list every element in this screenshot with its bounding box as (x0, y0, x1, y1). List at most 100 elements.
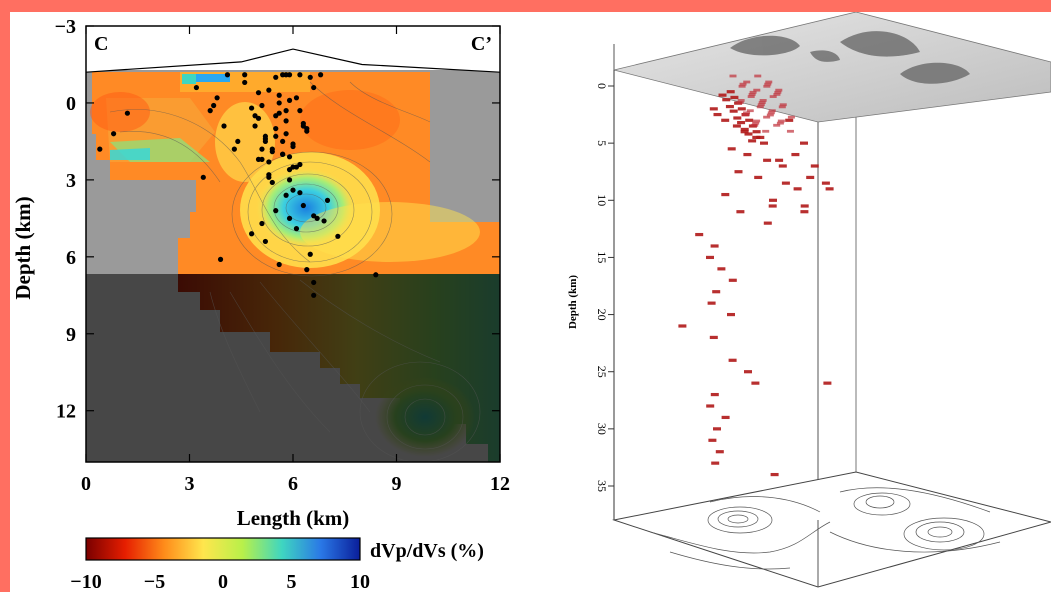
earthquake-point (207, 108, 213, 114)
earthquake-marker (791, 152, 800, 157)
earthquake-point (235, 138, 241, 145)
earthquake-marker (763, 158, 772, 162)
earthquake-point (252, 123, 258, 129)
earthquake-marker (825, 187, 834, 191)
earthquake-marker (728, 278, 737, 282)
contour-lines (109, 81, 481, 462)
earthquake-point (242, 79, 248, 86)
earthquake-marker-cluster (743, 111, 751, 115)
earthquake-marker-cluster (773, 123, 781, 127)
earthquake-marker (713, 112, 722, 117)
earthquake-marker (706, 404, 715, 408)
depth-tick-label: 35 (595, 480, 609, 492)
earthquake-point (280, 151, 286, 157)
earthquake-marker (712, 290, 721, 294)
earthquake-point (286, 72, 293, 78)
earthquake-point (276, 100, 282, 106)
earthquake-marker-cluster (729, 74, 737, 78)
earthquake-marker (721, 118, 730, 122)
earthquake-marker (740, 127, 749, 132)
earthquake-point (111, 131, 117, 137)
earthquake-marker (760, 141, 768, 145)
depth-tick-label: 25 (595, 366, 609, 378)
earthquake-point (335, 233, 341, 239)
colorbar: dVp/dVs (%) −10 −5 0 5 10 (70, 537, 484, 592)
y-tick-label: 0 (66, 93, 76, 115)
section-start-label: C (94, 33, 108, 55)
earthquake-marker-cluster (742, 113, 750, 117)
earthquake-marker-cluster (786, 129, 794, 133)
earthquake-marker (728, 358, 737, 362)
earthquake-marker (706, 255, 714, 260)
earthquake-point (311, 84, 317, 91)
earthquake-marker-cluster (736, 101, 744, 104)
y-tick-label: −3 (55, 16, 76, 38)
earthquake-point (255, 90, 262, 96)
earthquake-point (273, 125, 279, 132)
earthquake-point (297, 161, 303, 168)
y-tick-label: 12 (56, 401, 76, 423)
earthquake-marker-cluster (753, 119, 761, 123)
earthquake-point (293, 226, 300, 232)
earthquake-point (221, 123, 227, 129)
y-axis-label: Depth (km) (11, 196, 35, 299)
earthquake-point (255, 156, 262, 162)
earthquake-point (266, 174, 272, 180)
earthquake-point (266, 87, 272, 93)
earthquake-points-section (97, 72, 379, 298)
earthquake-point (324, 197, 331, 203)
depth-tick-label: 0 (595, 83, 609, 89)
earthquake-marker (713, 427, 721, 431)
low-resolution-shade (86, 274, 500, 462)
depth-tick-label: 10 (595, 194, 609, 206)
earthquake-marker-cluster (752, 121, 760, 125)
earthquake-point (286, 215, 293, 221)
earthquake-point (224, 72, 231, 78)
earthquake-marker-cluster (773, 93, 781, 96)
earthquake-point (214, 95, 220, 101)
base-map-plane (612, 471, 1051, 588)
earthquake-point (259, 220, 265, 227)
colorbar-label: dVp/dVs (%) (370, 540, 484, 562)
earthquake-point (262, 138, 268, 145)
earthquake-marker (821, 181, 830, 185)
earthquake-point (273, 74, 279, 80)
earthquake-point (314, 215, 320, 221)
depth-tick-label: 20 (595, 309, 609, 321)
earthquake-marker-cluster (766, 113, 774, 117)
earthquake-marker (733, 116, 742, 120)
base-map-contours (649, 487, 1001, 570)
earthquake-marker-cluster (751, 123, 759, 127)
x-tick-label: 6 (288, 473, 298, 495)
earthquake-marker (722, 98, 731, 102)
earthquake-marker (727, 147, 736, 151)
earthquake-point (283, 192, 289, 198)
earthquake-point (373, 272, 379, 278)
earthquake-point (297, 190, 303, 196)
earthquake-marker (736, 210, 745, 214)
earthquake-marker (710, 392, 719, 397)
earthquake-marker (770, 472, 779, 477)
earthquake-point (286, 154, 293, 160)
depth-tick-label: 30 (595, 423, 609, 435)
x-tick-label: 12 (490, 473, 510, 495)
colorbar-tick-label: −10 (70, 571, 101, 592)
earthquake-marker-cluster (765, 80, 773, 84)
earthquake-marker (721, 415, 730, 420)
earthquake-marker (730, 95, 739, 100)
earthquake-marker (709, 335, 718, 340)
colorbar-tick-label: −5 (144, 571, 165, 592)
earthquake-marker (734, 170, 743, 174)
earthquake-point (297, 108, 303, 114)
earthquake-point (283, 131, 289, 137)
earthquake-marker (717, 267, 726, 271)
earthquake-point (252, 113, 258, 119)
x-tick-label: 3 (185, 473, 195, 495)
earthquake-point (276, 92, 282, 98)
earthquake-point (290, 141, 296, 147)
earthquake-point (276, 261, 282, 268)
earthquake-point (266, 159, 272, 165)
earthquake-point (200, 174, 206, 180)
earthquake-point (286, 97, 293, 103)
earthquake-marker (763, 221, 772, 225)
